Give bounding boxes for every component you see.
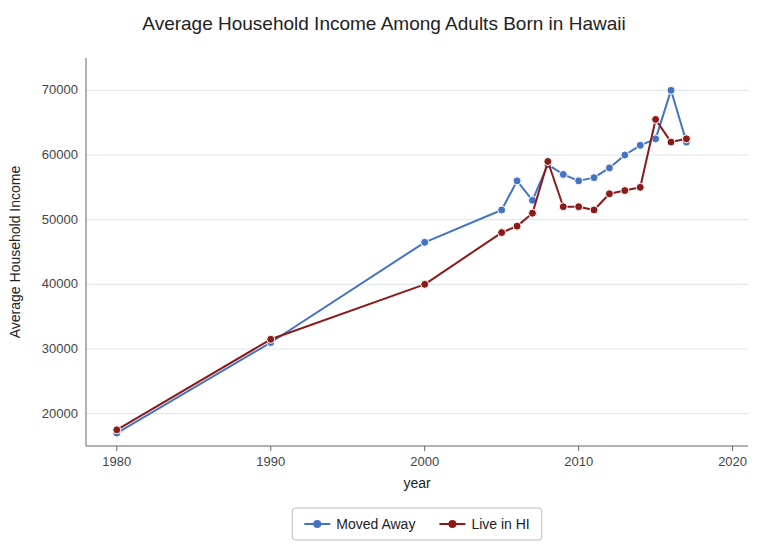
point: [113, 426, 121, 434]
y-axis-label: Average Household Income: [7, 166, 23, 339]
series-line: [117, 119, 687, 429]
grid-line: [86, 284, 748, 285]
series: [113, 115, 691, 433]
legend-item: Moved Away: [304, 516, 415, 532]
legend-marker: [448, 520, 456, 528]
x-tick-label: 1990: [256, 454, 285, 469]
y-tick-label: 30000: [42, 341, 78, 356]
point: [605, 164, 613, 172]
x-tick: [732, 446, 733, 451]
point: [421, 280, 429, 288]
point: [513, 222, 521, 230]
x-tick: [424, 446, 425, 451]
x-tick-label: 2000: [410, 454, 439, 469]
point: [544, 157, 552, 165]
legend-box: [292, 508, 541, 540]
chart-container: Average Household Income Among Adults Bo…: [0, 0, 768, 559]
chart-svg: Average Household Income Among Adults Bo…: [0, 0, 768, 559]
legend-label: Live in HI: [471, 516, 529, 532]
point: [636, 141, 644, 149]
point: [421, 238, 429, 246]
x-tick: [578, 446, 579, 451]
point: [605, 190, 613, 198]
y-tick-label: 20000: [42, 406, 78, 421]
point: [559, 203, 567, 211]
grid-line: [86, 219, 748, 220]
point: [498, 229, 506, 237]
legend: Moved Away Live in HI: [292, 508, 541, 540]
point: [590, 174, 598, 182]
series: [113, 86, 691, 437]
y-tick-label: 40000: [42, 276, 78, 291]
point: [621, 151, 629, 159]
title: Average Household Income Among Adults Bo…: [142, 13, 625, 34]
grid-line: [86, 349, 748, 350]
grid-line: [86, 155, 748, 156]
x-tick-label: 2010: [564, 454, 593, 469]
y-grid: 20000 30000 40000 50000 60000 70000: [42, 82, 748, 420]
x-tick: [116, 446, 117, 451]
x-tick-label: 2020: [718, 454, 747, 469]
x-axis: 1980 1990 2000 2010 2020: [102, 446, 747, 469]
point: [652, 115, 660, 123]
point: [590, 206, 598, 214]
point: [559, 170, 567, 178]
point: [621, 187, 629, 195]
x-axis-line: [86, 446, 748, 447]
series-line: [117, 90, 687, 433]
point: [575, 203, 583, 211]
y-tick-label: 50000: [42, 212, 78, 227]
point: [267, 335, 275, 343]
point: [498, 206, 506, 214]
x-tick: [270, 446, 271, 451]
point: [636, 183, 644, 191]
point: [667, 138, 675, 146]
legend-label: Moved Away: [336, 516, 415, 532]
legend-marker: [313, 520, 321, 528]
point: [528, 209, 536, 217]
point: [682, 135, 690, 143]
y-axis-line: [86, 58, 87, 446]
y-tick-label: 70000: [42, 82, 78, 97]
x-axis-label: year: [403, 475, 431, 491]
x-tick-label: 1980: [102, 454, 131, 469]
point: [667, 86, 675, 94]
point: [513, 177, 521, 185]
grid-line: [86, 413, 748, 414]
plot-area: [113, 86, 691, 437]
y-tick-label: 60000: [42, 147, 78, 162]
grid-line: [86, 90, 748, 91]
legend-item: Live in HI: [439, 516, 529, 532]
point: [575, 177, 583, 185]
